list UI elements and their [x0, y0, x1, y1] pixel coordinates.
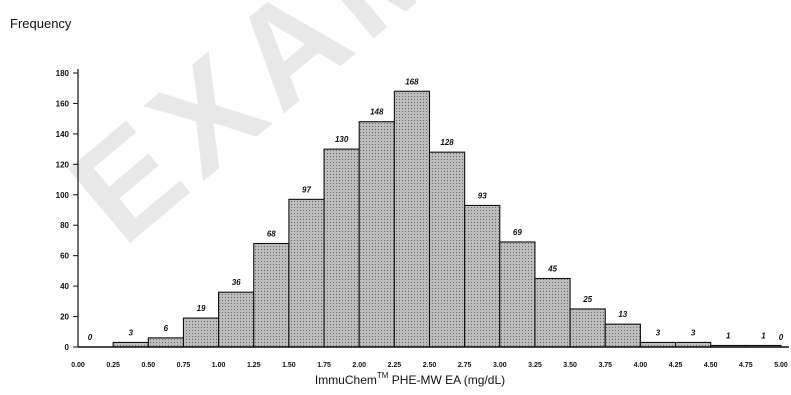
data-label: 6 — [164, 324, 169, 333]
y-tick-label: 40 — [60, 282, 69, 291]
bar — [218, 291, 255, 348]
bar — [534, 277, 571, 348]
bar — [428, 151, 466, 348]
x-tick-label: 3.25 — [528, 362, 542, 369]
data-label: 130 — [335, 135, 349, 144]
y-tick-label: 100 — [56, 191, 70, 200]
x-axis-title-sup: TM — [377, 371, 389, 380]
bar — [569, 308, 606, 348]
data-label: 3 — [656, 328, 661, 337]
x-axis-title: ImmuChemTM PHE-MW EA (mg/dL) — [315, 371, 505, 387]
data-label: 168 — [405, 77, 419, 86]
x-tick-label: 0.75 — [177, 362, 191, 369]
x-tick-label: 2.25 — [388, 362, 402, 369]
y-tick-label: 60 — [60, 252, 69, 261]
x-axis-title-rest: PHE-MW EA (mg/dL) — [388, 373, 505, 387]
bar — [499, 241, 536, 348]
x-tick-label: 5.00 — [774, 362, 788, 369]
y-tick-label: 120 — [56, 160, 70, 169]
x-tick-label: 1.75 — [317, 362, 331, 369]
data-label: 68 — [267, 229, 276, 238]
x-tick-label: 1.50 — [282, 362, 296, 369]
bar — [147, 337, 185, 348]
data-label: 0 — [88, 333, 93, 342]
x-tick-label: 4.75 — [739, 362, 753, 369]
data-label: 128 — [440, 138, 454, 147]
x-tick-label: 1.25 — [247, 362, 261, 369]
x-tick-label: 2.75 — [458, 362, 472, 369]
data-label: 148 — [370, 108, 384, 117]
data-label: 19 — [197, 304, 206, 313]
y-tick-label: 20 — [60, 313, 69, 322]
y-tick-label: 80 — [60, 221, 69, 230]
data-label: 97 — [302, 185, 311, 194]
bar — [253, 242, 290, 348]
data-label: 13 — [618, 310, 627, 319]
x-axis: 0.00 0.25 0.50 0.75 1.00 1.25 1.50 1.75 2.00 2.25… — [71, 346, 789, 369]
bar — [393, 90, 431, 348]
data-label: 36 — [232, 278, 241, 287]
x-tick-label: 4.00 — [634, 362, 648, 369]
x-tick-label: 0.25 — [106, 362, 120, 369]
bar — [182, 317, 220, 348]
bar — [358, 121, 395, 348]
y-tick-label: 0 — [65, 343, 70, 352]
x-tick-label: 2.00 — [352, 362, 366, 369]
y-axis: 0 20 40 60 80 100 120 140 160 180 — [56, 69, 79, 352]
y-tick-label: 160 — [56, 99, 70, 108]
data-label: 93 — [478, 191, 487, 200]
x-tick-label: 3.00 — [493, 362, 507, 369]
data-label: 69 — [513, 228, 522, 237]
data-label: 25 — [582, 295, 592, 304]
data-label: 1 — [726, 331, 731, 340]
data-label: 3 — [691, 328, 696, 337]
bar — [464, 204, 501, 348]
data-label: 0 — [779, 333, 784, 342]
bar — [604, 323, 641, 348]
x-tick-label: 1.00 — [212, 362, 226, 369]
x-tick-label: 4.25 — [669, 362, 683, 369]
y-axis-title: Frequency — [10, 16, 72, 31]
x-tick-label: 0.00 — [71, 362, 85, 369]
x-tick-label: 4.50 — [704, 362, 718, 369]
bar — [288, 198, 325, 348]
y-tick-label: 180 — [56, 69, 70, 78]
data-label: 45 — [547, 265, 557, 274]
data-label: 1 — [761, 331, 766, 340]
data-label: 3 — [128, 328, 133, 337]
x-tick-label: 0.50 — [141, 362, 155, 369]
x-tick-label: 3.75 — [598, 362, 612, 369]
x-tick-label: 2.50 — [423, 362, 437, 369]
bar — [323, 148, 360, 348]
bars-group — [112, 90, 782, 348]
x-tick-label: 3.50 — [563, 362, 577, 369]
x-axis-title-main: ImmuChem — [315, 373, 377, 387]
y-tick-label: 140 — [56, 130, 70, 139]
